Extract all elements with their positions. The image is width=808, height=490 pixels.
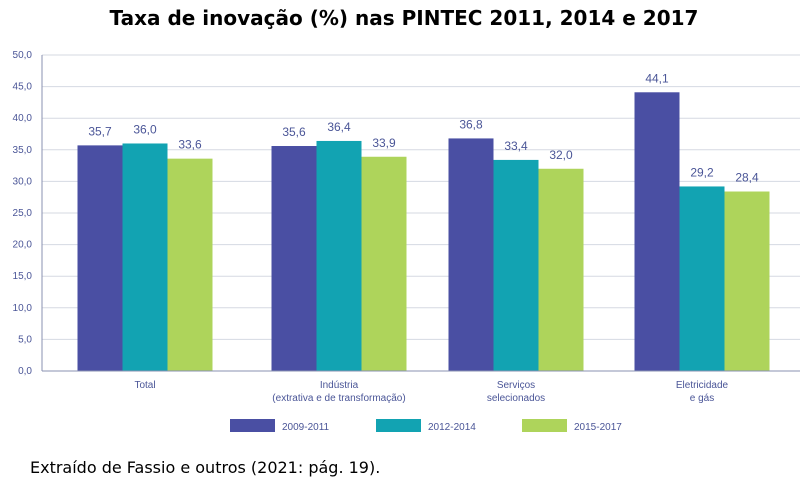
chart-title: Taxa de inovação (%) nas PINTEC 2011, 20…	[109, 6, 699, 30]
value-label: 36,4	[327, 120, 351, 134]
x-axis: Total Indústria (extrativa e de transforma…	[42, 370, 800, 404]
bar	[724, 191, 770, 371]
bar	[167, 158, 213, 371]
legend-label: 2009-2011	[282, 422, 330, 433]
y-tick-label: 20,0	[13, 240, 33, 251]
bar	[316, 140, 362, 371]
value-label: 35,6	[282, 125, 306, 139]
y-tick-label: 0,0	[18, 366, 32, 377]
bar	[77, 145, 123, 371]
value-label: 33,9	[372, 136, 396, 150]
legend-swatch	[376, 419, 421, 432]
value-label: 33,4	[504, 139, 528, 153]
y-tick-label: 30,0	[13, 176, 33, 187]
legend-label: 2015-2017	[574, 422, 622, 433]
legend-label: 2012-2014	[428, 422, 476, 433]
y-axis: 0,0 5,0 10,0 15,0 20,0 25,0 30,0 35,0 40,0 45,0 50…	[13, 50, 43, 377]
source-caption: Extraído de Fassio e outros (2021: pág. …	[30, 458, 381, 477]
bar	[538, 168, 584, 371]
value-labels: 35,7 36,0 33,6 35,6 36,4 33,9 36,8 33,4 32,0 44,1…	[88, 71, 759, 184]
bar	[448, 138, 494, 371]
value-label: 36,8	[459, 117, 483, 131]
bar	[361, 156, 407, 371]
legend-swatch	[522, 419, 567, 432]
legend-swatch	[230, 419, 275, 432]
x-category-label: (extrativa e de transformação)	[272, 393, 405, 404]
value-label: 29,2	[690, 165, 714, 179]
bar	[679, 186, 725, 371]
bars	[77, 92, 770, 372]
bar	[122, 143, 168, 371]
x-category-label: Total	[134, 380, 155, 391]
bar	[493, 159, 539, 371]
y-tick-label: 15,0	[13, 271, 33, 282]
y-tick-label: 10,0	[13, 303, 33, 314]
bar	[634, 92, 680, 372]
x-category-label: Indústria	[320, 380, 359, 391]
value-label: 36,0	[133, 122, 157, 136]
bar	[271, 146, 317, 371]
value-label: 33,6	[178, 138, 202, 152]
y-tick-label: 50,0	[13, 50, 33, 61]
x-category-label: Eletricidade	[676, 380, 729, 391]
value-label: 32,0	[549, 148, 573, 162]
y-tick-label: 45,0	[13, 82, 33, 93]
y-tick-label: 35,0	[13, 145, 33, 156]
value-label: 28,4	[735, 171, 759, 185]
y-tick-label: 5,0	[18, 334, 32, 345]
x-category-label: selecionados	[487, 393, 545, 404]
value-label: 44,1	[645, 71, 669, 85]
y-tick-label: 25,0	[13, 208, 33, 219]
x-category-label: Serviços	[497, 380, 535, 391]
legend: 2009-2011 2012-2014 2015-2017	[230, 419, 622, 433]
y-tick-label: 40,0	[13, 113, 33, 124]
value-label: 35,7	[88, 124, 112, 138]
x-category-label: e gás	[690, 393, 714, 404]
